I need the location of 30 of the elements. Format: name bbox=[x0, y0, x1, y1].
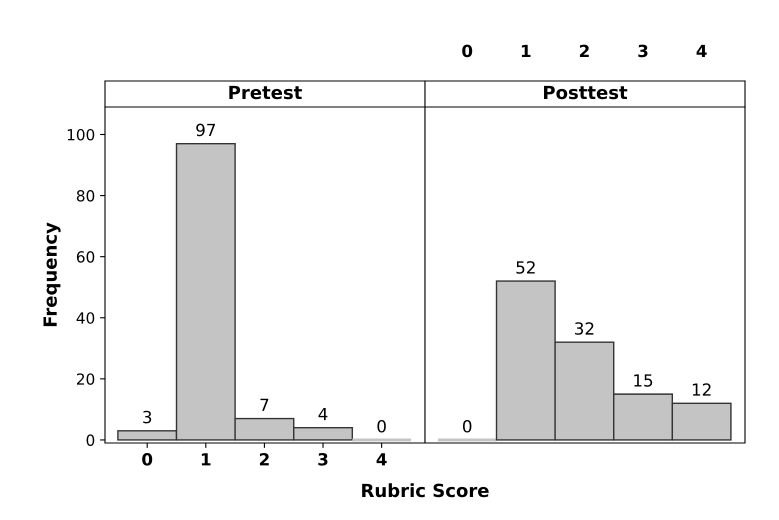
y-tick-label: 60 bbox=[76, 251, 94, 263]
x-tick-label: 1 bbox=[202, 453, 210, 466]
data-label: 3 bbox=[143, 410, 152, 424]
data-label: 15 bbox=[634, 374, 652, 387]
data-label: 7 bbox=[260, 398, 268, 411]
data-label: 97 bbox=[196, 124, 215, 136]
data-label: 0 bbox=[462, 420, 472, 433]
y-tick-label: 40 bbox=[76, 312, 94, 324]
y-tick-label: 80 bbox=[76, 190, 94, 202]
x-tick-label: 4 bbox=[376, 453, 387, 466]
chart-title: Posttest bbox=[544, 86, 628, 100]
x-tick-label: 0 bbox=[142, 453, 152, 466]
data-label: 0 bbox=[377, 420, 386, 433]
x-tick-label: 1 bbox=[522, 44, 530, 58]
x-tick-label: 3 bbox=[318, 453, 328, 466]
y-tick-label: 20 bbox=[76, 373, 94, 385]
x-tick-label: 2 bbox=[580, 44, 589, 58]
data-label: 4 bbox=[318, 408, 328, 420]
y-axis-title: Frequency bbox=[44, 222, 61, 326]
x-axis-title: Rubric Score bbox=[362, 483, 489, 498]
x-tick-label: 3 bbox=[638, 44, 648, 58]
x-tick-label: 4 bbox=[696, 44, 707, 58]
x-tick-label: 2 bbox=[260, 453, 269, 466]
data-label: 52 bbox=[516, 261, 535, 274]
x-tick-label: 0 bbox=[462, 44, 472, 58]
y-tick-label: 100 bbox=[68, 128, 94, 141]
data-label: 12 bbox=[692, 383, 711, 396]
data-label: 32 bbox=[575, 322, 594, 335]
chart-title: Pretest bbox=[229, 86, 302, 100]
y-tick-label: 0 bbox=[86, 434, 94, 446]
